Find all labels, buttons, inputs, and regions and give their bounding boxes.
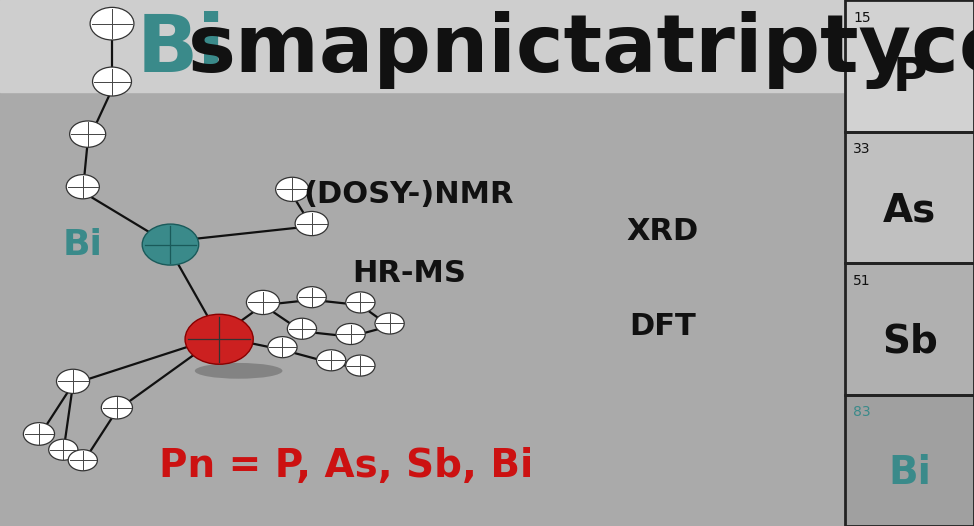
Bar [845,0,974,132]
Ellipse shape [66,175,99,199]
Text: Bi: Bi [63,228,102,261]
Bar [0,0,845,92]
Text: Sb: Sb [881,323,938,361]
Text: (DOSY-)NMR: (DOSY-)NMR [304,180,514,209]
Bar [846,264,973,394]
Ellipse shape [375,313,404,334]
Ellipse shape [246,290,280,315]
Text: smapnictatriptycenes: smapnictatriptycenes [188,11,974,89]
Ellipse shape [90,7,134,40]
Bar [846,1,973,131]
Text: DFT: DFT [629,311,695,341]
Ellipse shape [268,337,297,358]
Text: 33: 33 [853,142,871,156]
Text: P: P [892,56,927,102]
Bar [845,132,974,263]
Ellipse shape [70,121,105,147]
Ellipse shape [346,292,375,313]
Text: Pn = P, As, Sb, Bi: Pn = P, As, Sb, Bi [159,447,533,484]
Ellipse shape [93,67,131,96]
Text: 51: 51 [853,274,871,288]
Ellipse shape [49,439,78,460]
Ellipse shape [142,224,199,265]
Ellipse shape [68,450,97,471]
Ellipse shape [297,287,326,308]
Text: Bi: Bi [888,454,931,492]
Text: HR-MS: HR-MS [353,259,466,288]
Ellipse shape [195,363,282,379]
Text: 15: 15 [853,11,871,25]
Text: XRD: XRD [626,217,698,246]
Bar [845,263,974,394]
Ellipse shape [101,397,132,419]
Ellipse shape [317,350,346,371]
Ellipse shape [336,323,365,345]
Ellipse shape [56,369,90,393]
Bar [846,132,973,262]
Ellipse shape [295,211,328,236]
Bar [845,394,974,526]
Ellipse shape [185,315,253,364]
Ellipse shape [23,423,55,445]
Ellipse shape [287,318,317,339]
Text: Bi: Bi [136,11,225,89]
Text: 83: 83 [853,405,871,419]
Ellipse shape [276,177,309,201]
Text: As: As [883,191,936,229]
Ellipse shape [346,355,375,376]
Bar [846,395,973,525]
Bar [845,0,974,526]
Bar [0,0,845,526]
